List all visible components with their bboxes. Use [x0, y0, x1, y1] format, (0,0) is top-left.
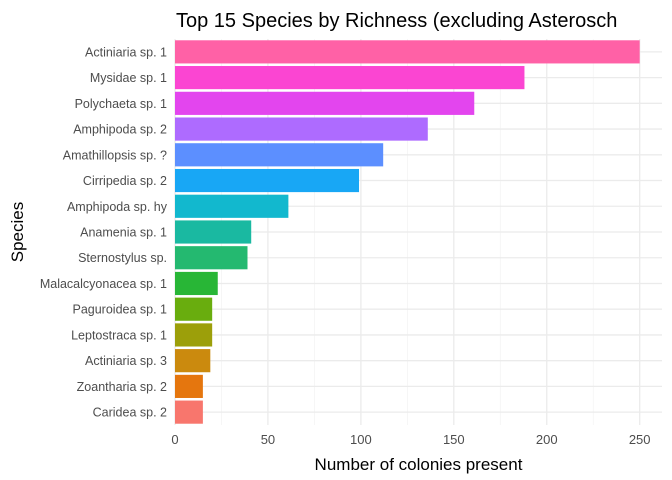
bars: [175, 40, 640, 424]
x-tick-label-250: 250: [629, 432, 651, 447]
bar-sternostylus-sp: [175, 246, 248, 270]
y-tick-label-caridea-sp-2: Caridea sp. 2: [93, 406, 167, 420]
y-tick-label-leptostraca-sp-1: Leptostraca sp. 1: [71, 328, 167, 342]
y-tick-label-amphipoda-sp-2: Amphipoda sp. 2: [73, 123, 167, 137]
bar-amathillopsis-sp: [175, 143, 384, 167]
bar-anamenia-sp-1: [175, 220, 252, 244]
bar-zoantharia-sp-2: [175, 374, 203, 398]
bar-leptostraca-sp-1: [175, 323, 213, 347]
bar-actiniaria-sp-1: [175, 40, 640, 64]
bar-malacalcyonacea-sp-1: [175, 271, 218, 296]
category-labels: Actiniaria sp. 1 Mysidae sp. 1 Polychaeta …: [40, 45, 168, 419]
x-tick-label-150: 150: [443, 432, 465, 447]
y-tick-label-mysidae-sp-1: Mysidae sp. 1: [90, 71, 167, 85]
y-tick-label-polychaeta-sp-1: Polychaeta sp. 1: [75, 97, 167, 111]
x-tick-label-200: 200: [536, 432, 558, 447]
y-tick-label-amathillopsis-sp: Amathillopsis sp. ?: [63, 148, 167, 162]
y-tick-label-sternostylus-sp: Sternostylus sp.: [78, 251, 167, 265]
y-tick-label-paguroidea-sp-1: Paguroidea sp. 1: [72, 303, 167, 317]
chart-title: Top 15 Species by Richness (excluding As…: [176, 10, 617, 32]
y-axis-title: Species: [8, 202, 27, 262]
y-tick-label-actiniaria-sp-1: Actiniaria sp. 1: [85, 45, 167, 59]
bar-caridea-sp-2: [175, 400, 203, 424]
x-axis-title: Number of colonies present: [315, 455, 523, 474]
x-tick-labels: 0 50 100 150 200 250: [171, 432, 650, 447]
y-tick-label-cirripedia-sp-2: Cirripedia sp. 2: [83, 174, 167, 188]
x-tick-label-100: 100: [350, 432, 372, 447]
y-tick-label-anamenia-sp-1: Anamenia sp. 1: [80, 226, 167, 240]
y-tick-label-zoantharia-sp-2: Zoantharia sp. 2: [77, 380, 167, 394]
bar-paguroidea-sp-1: [175, 297, 213, 321]
y-tick-label-amphipoda-sp-hy: Amphipoda sp. hy: [67, 200, 168, 214]
y-tick-label-malacalcyonacea-sp-1: Malacalcyonacea sp. 1: [40, 277, 167, 291]
bar-actiniaria-sp-3: [175, 349, 211, 373]
y-tick-label-actiniaria-sp-3: Actiniaria sp. 3: [85, 354, 167, 368]
bar-mysidae-sp-1: [175, 66, 525, 90]
bar-amphipoda-sp-2: [175, 117, 428, 141]
x-tick-label-50: 50: [261, 432, 275, 447]
bar-cirripedia-sp-2: [175, 168, 360, 193]
x-tick-label-0: 0: [171, 432, 178, 447]
bar-polychaeta-sp-1: [175, 91, 475, 115]
bar-amphipoda-sp-hy: [175, 194, 289, 218]
